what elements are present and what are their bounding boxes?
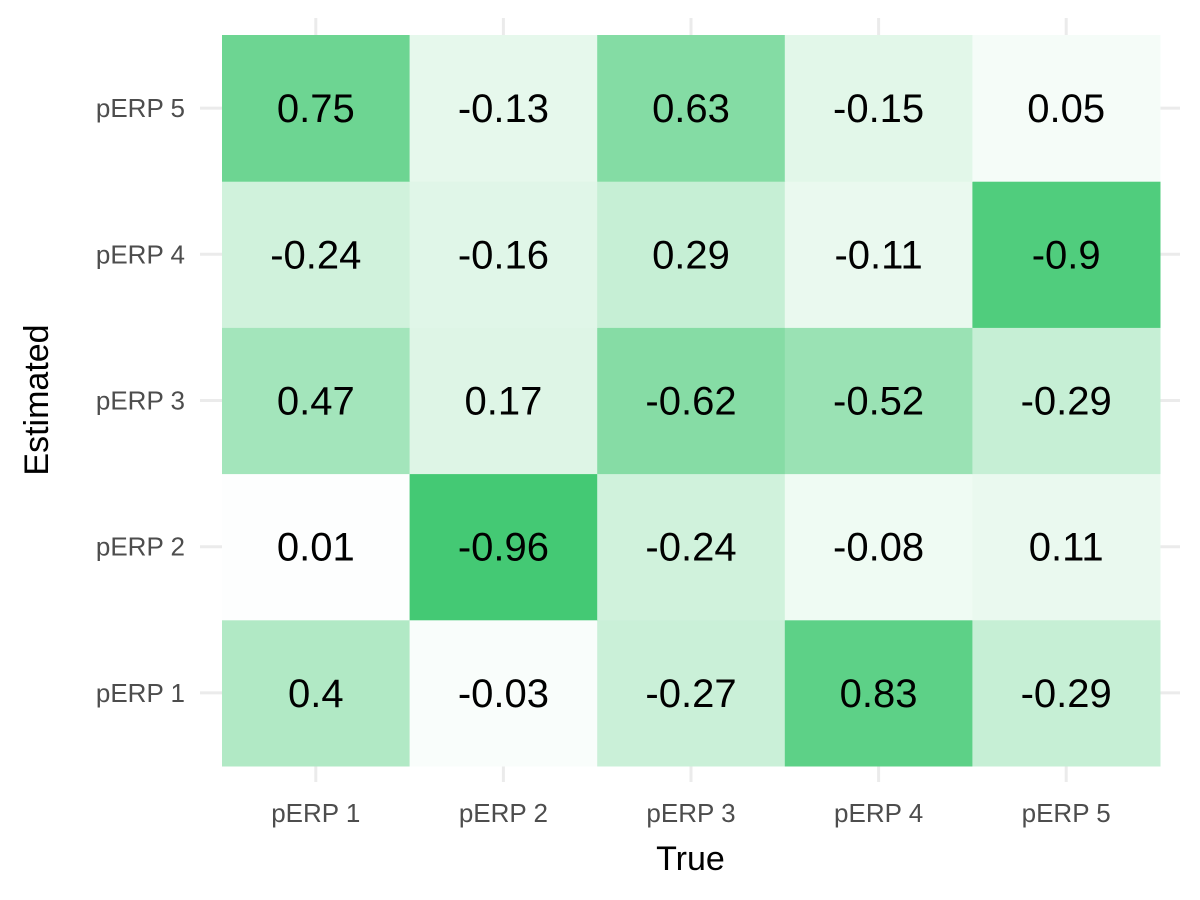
cell-value-label: 0.17	[464, 380, 542, 424]
heatmap-cell	[784, 181, 973, 328]
x-tick-label: pERP 1	[271, 798, 360, 828]
cell-value-label: 0.63	[652, 87, 730, 131]
cell-value-label: -0.27	[645, 672, 736, 716]
cell-value-label: 0.83	[840, 672, 918, 716]
heatmap-cell	[222, 181, 411, 328]
y-axis-title: Estimated	[18, 324, 56, 475]
cell-value-label: -0.24	[270, 233, 361, 277]
heatmap-cell	[597, 619, 786, 767]
heatmap-cell	[409, 35, 598, 182]
cell-value-label: -0.13	[458, 87, 549, 131]
cell-value-label: -0.9	[1032, 233, 1101, 277]
cell-value-label: -0.29	[1021, 672, 1112, 716]
y-tick-label: pERP 2	[96, 532, 185, 562]
heatmap-cell	[222, 327, 411, 475]
x-tick-label: pERP 2	[459, 798, 548, 828]
heatmap-cell	[222, 473, 411, 621]
heatmap-cell	[972, 181, 1161, 328]
cell-value-label: -0.29	[1021, 380, 1112, 424]
heatmap-cell	[597, 35, 786, 182]
cell-value-label: 0.11	[1029, 526, 1104, 570]
cell-value-label: 0.05	[1027, 87, 1105, 131]
cell-value-label: -0.03	[458, 672, 549, 716]
heatmap-cell	[784, 473, 973, 621]
x-axis-tick-labels: pERP 1 pERP 2 pERP 3 pERP 4 pERP 5	[271, 798, 1111, 828]
heatmap-cell	[972, 327, 1161, 475]
heatmap-cell	[597, 327, 786, 475]
heatmap-cell	[972, 35, 1161, 182]
cell-value-label: -0.96	[458, 526, 549, 570]
x-tick-label: pERP 3	[646, 798, 735, 828]
heatmap-cell	[409, 181, 598, 328]
heatmap-cell	[784, 35, 973, 182]
cell-value-label: -0.62	[645, 380, 736, 424]
y-tick-label: pERP 3	[96, 386, 185, 416]
y-axis-tick-labels: pERP 1 pERP 2 pERP 3 pERP 4 pERP 5	[96, 93, 185, 708]
heatmap-cell	[972, 473, 1161, 621]
heatmap-cell	[409, 327, 598, 475]
heatmap-cell	[597, 473, 786, 621]
cell-value-label: -0.15	[833, 87, 924, 131]
x-tick-label: pERP 4	[834, 798, 923, 828]
cell-value-label: -0.11	[834, 233, 922, 277]
y-tick-label: pERP 4	[96, 239, 185, 269]
heatmap-cell	[222, 35, 411, 182]
cell-value-label: -0.08	[833, 526, 924, 570]
heatmap-cell	[784, 327, 973, 475]
cell-value-label: 0.01	[277, 526, 355, 570]
cell-value-labels: 0.4 -0.03 -0.27 0.83 -0.29 0.01 -0.96 -0.24 -0.0…	[270, 87, 1112, 716]
heatmap-cell	[409, 473, 598, 621]
heatmap-cell	[972, 619, 1161, 767]
cell-value-label: 0.47	[277, 380, 355, 424]
cell-value-label: -0.24	[645, 526, 736, 570]
y-tick-label: pERP 1	[96, 678, 185, 708]
cell-value-label: -0.52	[833, 380, 924, 424]
cell-value-label: 0.29	[652, 233, 730, 277]
x-tick-label: pERP 5	[1022, 798, 1111, 828]
y-tick-label: pERP 5	[96, 93, 185, 123]
x-axis-title: True	[656, 840, 725, 878]
cell-value-label: 0.75	[277, 87, 355, 131]
cell-value-label: -0.16	[458, 233, 549, 277]
heatmap-cell	[597, 181, 786, 328]
heatmap-cell	[784, 619, 973, 767]
cell-value-label: 0.4	[288, 672, 344, 716]
heatmap-cell	[222, 619, 411, 767]
heatmap-cells	[222, 35, 1161, 767]
heatmap-cell	[409, 619, 598, 767]
